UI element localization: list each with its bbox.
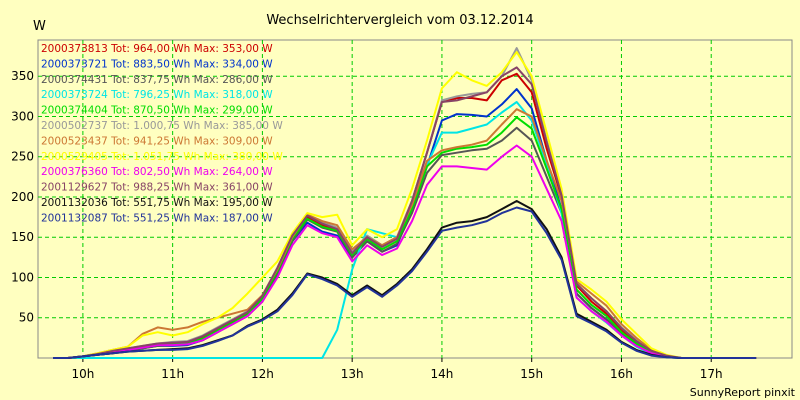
y-tick-label: 250 <box>11 150 34 164</box>
legend-entry: 2000374404 Tot: 870,50 Wh Max: 299,00 W <box>41 105 273 117</box>
legend-entry: 2000502737 Tot: 1.000,75 Wh Max: 385,00 … <box>41 120 283 132</box>
x-tick-label: 10h <box>71 367 94 381</box>
series-line <box>53 144 757 359</box>
y-axis-ticks: 50 100 150 200 250 300 350 <box>11 69 34 325</box>
plot-area <box>37 39 793 359</box>
y-tick-label: 350 <box>11 69 34 83</box>
legend-entry: 2000373724 Tot: 796,25 Wh Max: 318,00 W <box>41 89 273 101</box>
footer-credit: SunnyReport pinxit <box>690 386 796 399</box>
chart-title: Wechselrichtervergleich vom 03.12.2014 <box>266 13 533 28</box>
legend-entry: 2001132087 Tot: 551,25 Wh Max: 187,00 W <box>41 212 273 224</box>
series-line <box>53 66 757 359</box>
series-line <box>53 51 757 359</box>
x-tick-label: 14h <box>430 367 453 381</box>
y-tick-label: 200 <box>11 190 34 204</box>
legend-entry: 2000523437 Tot: 941,25 Wh Max: 309,00 W <box>41 135 273 147</box>
legend-entry: 2000376360 Tot: 802,50 Wh Max: 264,00 W <box>41 166 273 178</box>
legend-entry: 2000529405 Tot: 1.051,75 Wh Max: 380,00 … <box>41 151 283 163</box>
y-tick-label: 150 <box>11 230 34 244</box>
legend: 2000373813 Tot: 964,00 Wh Max: 353,00 W 2… <box>41 43 283 224</box>
series-line <box>53 206 757 359</box>
y-axis-label: W <box>33 19 46 34</box>
legend-entry: 2000373813 Tot: 964,00 Wh Max: 353,00 W <box>41 43 273 55</box>
legend-entry: 2001132036 Tot: 551,75 Wh Max: 195,00 W <box>41 197 273 209</box>
x-tick-label: 13h <box>341 367 364 381</box>
x-tick-label: 15h <box>520 367 543 381</box>
y-tick-label: 50 <box>19 311 34 325</box>
y-tick-label: 300 <box>11 109 34 123</box>
y-tick-label: 100 <box>11 270 34 284</box>
legend-entry: 2001129627 Tot: 988,25 Wh Max: 361,00 W <box>41 182 273 194</box>
x-tick-label: 11h <box>161 367 184 381</box>
x-tick-label: 12h <box>251 367 274 381</box>
x-tick-label: 16h <box>610 367 633 381</box>
x-tick-label: 17h <box>700 367 723 381</box>
series-lines <box>53 47 757 359</box>
x-axis-ticks: 10h 11h 12h 13h 14h 15h 16h 17h <box>71 358 723 381</box>
legend-entry: 2000374431 Tot: 837,75 Wh Max: 286,00 W <box>41 74 273 86</box>
legend-entry: 2000373721 Tot: 883,50 Wh Max: 334,00 W <box>41 58 273 70</box>
